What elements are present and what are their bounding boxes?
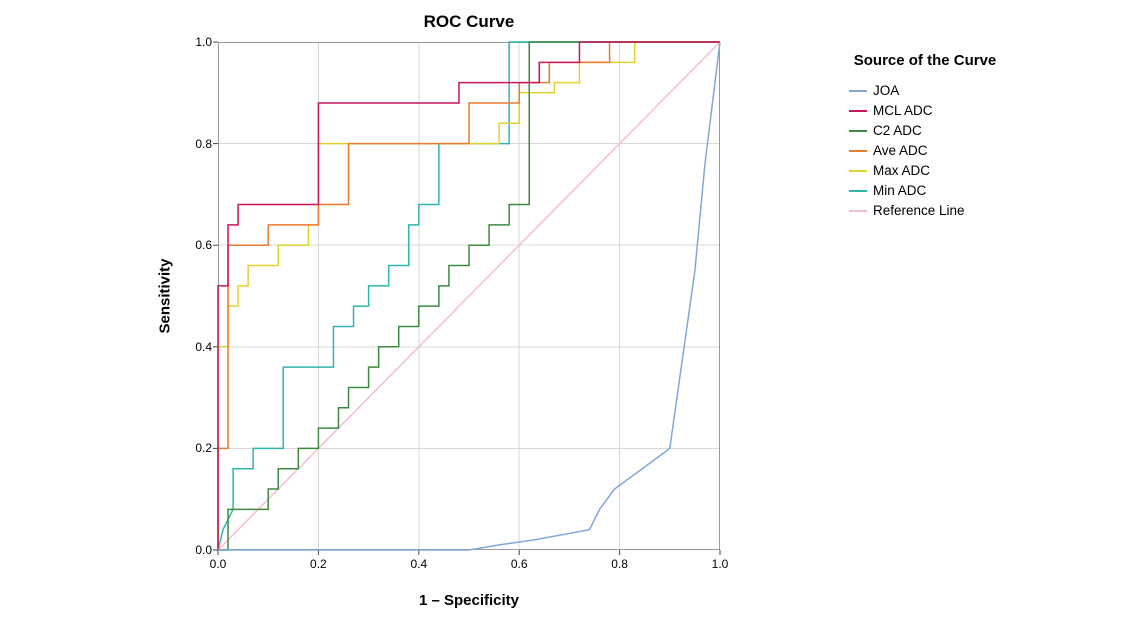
- legend-label: Max ADC: [873, 163, 931, 179]
- series-line-joa: [218, 41, 721, 551]
- legend-title: Source of the Curve: [853, 52, 997, 69]
- legend-label: MCL ADC: [873, 103, 933, 119]
- legend-swatch: [849, 149, 867, 152]
- legend-item-mcl-adc: MCL ADC: [849, 101, 1025, 121]
- legend-items: JOA MCL ADC C2 ADC Ave ADC Max ADC Min ADC Ref…: [849, 81, 1025, 221]
- series-line-mcl-adc: [217, 41, 720, 550]
- y-tick-label: 0.6: [195, 238, 212, 253]
- x-tick-label: 0.2: [310, 557, 327, 571]
- y-axis-label: Sensitivity: [156, 258, 174, 334]
- legend-label: Reference Line: [873, 203, 965, 219]
- legend-item-c2-adc: C2 ADC: [849, 121, 1025, 141]
- legend-item-max-adc: Max ADC: [849, 161, 1025, 181]
- legend-swatch: [849, 89, 867, 92]
- series-line-reference-line: [217, 41, 721, 551]
- legend-label: C2 ADC: [873, 123, 922, 139]
- y-tick-label: 0.8: [195, 136, 212, 151]
- y-tick-label: 0.4: [195, 339, 212, 354]
- chart-title: ROC Curve: [423, 12, 515, 31]
- legend-item-ave-adc: Ave ADC: [849, 141, 1025, 161]
- x-tick-label: 0.4: [410, 557, 428, 571]
- y-tick-label: 0.0: [195, 543, 212, 557]
- series-line-c2-adc: [218, 41, 720, 551]
- y-tick-label: 0.2: [195, 441, 212, 456]
- plot-area: [213, 41, 721, 555]
- legend: Source of the Curve JOA MCL ADC C2 ADC Ave …: [845, 52, 1025, 221]
- legend-label: JOA: [873, 83, 900, 99]
- x-tick-label: 0.8: [611, 557, 628, 571]
- y-tick-label: 1.0: [195, 35, 212, 49]
- legend-swatch: [849, 189, 867, 192]
- legend-item-joa: JOA: [849, 81, 1025, 101]
- x-tick-label: 0.6: [510, 557, 528, 571]
- series-line-min-adc: [217, 41, 720, 551]
- legend-swatch: [849, 109, 867, 112]
- legend-swatch: [849, 169, 867, 172]
- legend-label: Ave ADC: [873, 143, 928, 159]
- legend-swatch: [849, 129, 867, 132]
- roc-plot-svg: [213, 41, 721, 555]
- x-tick-label: 0.0: [209, 557, 227, 571]
- x-tick-label: 1.0: [711, 557, 729, 571]
- legend-item-min-adc: Min ADC: [849, 181, 1025, 201]
- legend-swatch: [849, 209, 867, 212]
- legend-item-reference-line: Reference Line: [849, 201, 1025, 221]
- x-axis-label: 1 – Specificity: [418, 592, 520, 609]
- legend-label: Min ADC: [873, 183, 927, 199]
